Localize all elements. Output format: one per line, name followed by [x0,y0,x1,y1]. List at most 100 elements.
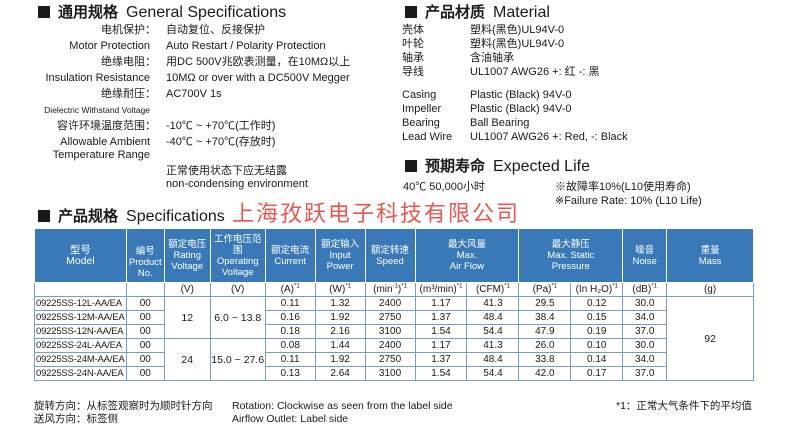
section-square-icon [405,160,417,172]
dielectric-value: AC700V 1s [166,88,222,100]
cell-db: 30.0 [622,338,668,353]
lead-value-en: UL1007 AWG26 +: Red, -: Black [470,131,628,143]
unit-inh2o: (In H₂O)*1 [570,282,624,297]
condensing-note-zh: 正常使用状态下应无结露 [166,165,287,177]
cell-m3: 1.37 [414,310,468,325]
unit-rated-voltage: (V) [163,282,211,297]
cell-no: 00 [125,296,165,311]
unit-m3-min: (m³/min)*1 [414,282,468,297]
cell-db: 34.0 [622,310,668,325]
cell-mass: 92 [666,296,754,381]
header-input-power: 额定输入 Input Power [314,228,366,283]
cell-speed: 3100 [364,366,416,381]
life-failure-rate-en: ※Failure Rate: 10% (L10 Life) [555,195,702,207]
bearing-label-zh: 轴承 [402,52,424,64]
section-square-icon [38,6,50,18]
rotation-en: Rotation: Clockwise as seen from the lab… [232,400,453,412]
cell-rated-voltage: 24 [163,338,211,381]
temperature-label-en-2: Temperature Range [52,149,150,161]
table-row: 09225SS-24M-AA/EA 00 0.11 1.92 2750 1.37… [34,352,754,367]
cell-power: 1.92 [314,352,366,367]
cell-speed: 2750 [364,310,416,325]
cell-no: 00 [125,352,165,367]
cell-cfm: 41.3 [466,338,520,353]
cell-no: 00 [125,338,165,353]
cell-cfm: 54.4 [466,366,520,381]
motor-protection-value-en: Auto Restart / Polarity Protection [166,40,326,52]
cell-db: 37.0 [622,366,668,381]
table-row: 09225SS-24L-AA/EA 00 24 15.0 ~ 27.6 0.08… [34,338,754,381]
impeller-label-en: Impeller [402,103,442,115]
cell-cfm: 48.4 [466,352,520,367]
cell-speed: 2400 [364,338,416,353]
casing-label-en: Casing [402,89,437,101]
cell-cfm: 41.3 [466,296,520,311]
cell-rated-voltage: 12 [163,296,211,339]
insulation-label-en: Insulation Resistance [45,72,150,84]
cell-m3: 1.54 [414,324,468,339]
cell-inh2o: 0.12 [570,296,624,311]
cell-pa: 42.0 [518,366,572,381]
unit-g: (g) [666,282,754,297]
header-current: 额定电流 Current [264,228,316,283]
material-title-zh: 产品材质 [425,3,486,21]
temperature-operating-value: -10℃ ~ +70℃(工作时) [166,120,276,132]
cell-m3: 1.37 [414,352,468,367]
condensing-note-en: non-condensing environment [166,178,308,190]
temperature-label-zh: 容许环境温度范围： [57,120,156,132]
company-watermark: 上海孜跃电子科技有限公司 [232,202,521,227]
cell-inh2o: 0.19 [570,324,624,339]
life-failure-rate-zh: ※故障率10%(L10使用寿命) [555,181,691,193]
outlet-en: Airflow Outlet: Label side [232,413,349,425]
cell-current: 0.13 [264,366,316,381]
unit-current: (A)*1 [264,282,316,297]
specs-title-zh: 产品规格 [58,207,119,225]
unit-db: (dB)*1 [622,282,668,297]
cell-speed: 2750 [364,352,416,367]
bearing-value-zh: 含油轴承 [470,52,514,64]
cell-pa: 29.5 [518,296,572,311]
header-product-no: 编号 Product No. [125,228,165,283]
header-static-pressure: 最大静压 Max. Static Pressure [518,228,624,283]
bearing-value-en: Ball Bearing [470,117,530,129]
cell-speed: 3100 [364,324,416,339]
material-title-en: Material [493,4,550,21]
general-specs-title-zh: 通用规格 [58,3,119,21]
cell-inh2o: 0.10 [570,338,624,353]
section-square-icon [405,6,417,18]
cell-power: 2.16 [314,324,366,339]
temperature-storage-value: -40℃ ~ +70℃(存放时) [166,136,276,148]
insulation-value-zh: 用DC 500V兆欧表测量，在10MΩ以上 [166,56,351,68]
cell-db: 34.0 [622,352,668,367]
cell-pa: 26.0 [518,338,572,353]
cell-cfm: 54.4 [466,324,520,339]
unit-empty [34,282,127,297]
unit-operating-voltage: (V) [209,282,266,297]
cell-inh2o: 0.15 [570,310,624,325]
specs-header: 产品规格 Specifications [38,205,225,226]
dielectric-label-zh: 绝缘耐压： [101,88,156,100]
cell-model: 09225SS-12N-AA/EA [34,324,127,339]
rotation-zh: 旋转方向：从标签观察时为顺时针方向 [34,400,213,412]
cell-model: 09225SS-12L-AA/EA [34,296,127,311]
motor-protection-label-en: Motor Protection [69,40,150,52]
cell-power: 1.92 [314,310,366,325]
cell-current: 0.08 [264,338,316,353]
section-square-icon [38,210,50,222]
header-rated-voltage: 额定电压 Rating Voltage [163,228,211,283]
cell-m3: 1.17 [414,338,468,353]
cell-no: 00 [125,366,165,381]
table-row: 09225SS-12M-AA/EA 00 0.16 1.92 2750 1.37… [34,310,754,325]
unit-speed: (min-1)*1 [364,282,416,297]
specs-title-en: Specifications [126,208,225,225]
cell-model: 09225SS-24N-AA/EA [34,366,127,381]
cell-no: 00 [125,310,165,325]
motor-protection-label-zh: 电机保护： [101,24,156,36]
header-air-flow: 最大风量 Max. Air Flow [414,228,520,283]
cell-m3: 1.17 [414,296,468,311]
header-model: 型号 Model [34,228,127,283]
cell-operating-voltage: 6.0 ~ 13.8 [209,296,266,339]
life-title-en: Expected Life [493,158,590,175]
general-specs-header: 通用规格 General Specifications [38,1,286,22]
cell-power: 2.64 [314,366,366,381]
